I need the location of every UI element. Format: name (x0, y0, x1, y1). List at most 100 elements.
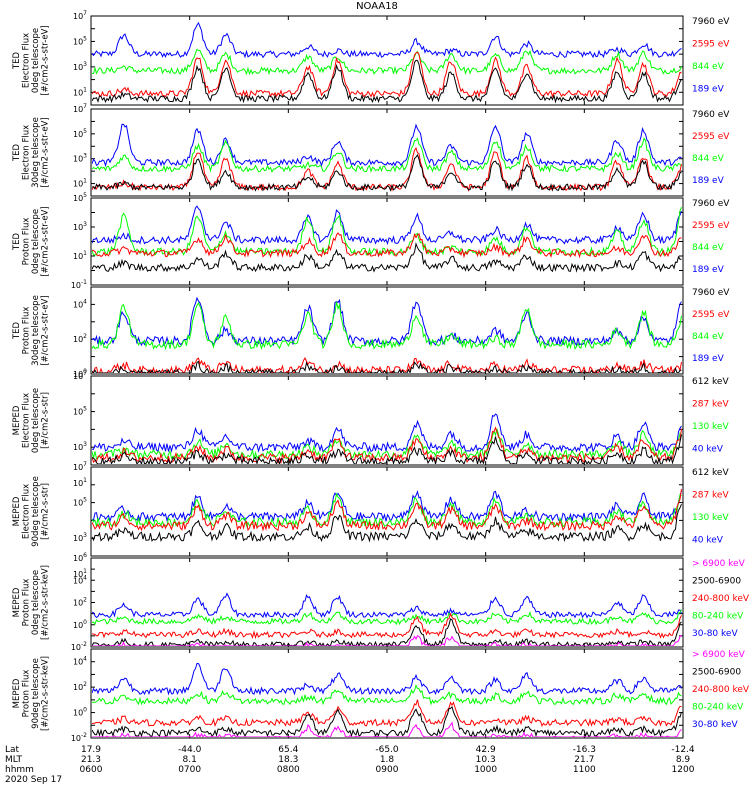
y-tick-label: 101 (73, 568, 87, 579)
series-traces (92, 662, 682, 737)
series-line (92, 609, 682, 626)
legend-entry: 189 eV (692, 354, 725, 364)
series-line (92, 241, 682, 273)
series-line (92, 360, 682, 373)
y-axis-label-line: 0deg telescope (31, 28, 41, 93)
y-axis-label-line: Proton Flux (21, 307, 31, 355)
series-line (92, 504, 682, 543)
y-tick-label: 100 (73, 707, 87, 718)
y-axis-label-line: Proton Flux (21, 218, 31, 266)
series-line (92, 634, 682, 646)
series-line (92, 592, 682, 619)
legend-entry: 612 keV (692, 377, 729, 387)
footer-tick-hhmm: 0900 (376, 765, 399, 775)
legend-entry: 130 keV (692, 513, 729, 523)
y-tick-label: 102 (73, 597, 87, 608)
legend-entry: 40 keV (692, 536, 724, 546)
footer-tick-hhmm: 1200 (672, 765, 695, 775)
y-tick-label: 105 (73, 497, 87, 508)
y-tick-label: 103 (73, 153, 87, 164)
y-axis-label-line: MEPED (12, 405, 22, 435)
footer-label-hhmm: hhmm (5, 765, 34, 775)
footer-tick-mlt: 1.8 (380, 755, 395, 765)
panel-frame (90, 108, 684, 197)
legend-entry: 287 keV (692, 491, 729, 501)
y-axis-label: MEPED Electron Flux 90deg telescope [#/cm2-… (12, 476, 51, 547)
panel-frame (90, 286, 684, 375)
date-label: 2020 Sep 17 (5, 775, 62, 785)
panel-5: 101 103 105 107 MEPED Electron Flux 0deg teles… (12, 370, 730, 488)
footer-label-mlt: MLT (5, 755, 23, 765)
footer-tick-lat: -12.4 (671, 745, 695, 755)
footer-tick-mlt: 8.9 (676, 755, 691, 765)
series-line (92, 618, 682, 646)
series-line (92, 207, 682, 257)
y-tick-label: 103 (73, 61, 87, 72)
legend-entry: 844 eV (692, 154, 725, 164)
legend-entry: 80-240 keV (692, 703, 744, 713)
series-line (92, 123, 682, 168)
y-tick-label: 10-1 (71, 279, 87, 290)
footer-group: Lat MLT hhmm 2020 Sep 17 17.9 -44.0 65.4 -6… (5, 745, 695, 785)
y-axis-label-line: [#/cm2-s-str-eV] (40, 295, 50, 365)
y-axis-label-line: 0deg telescope (31, 388, 41, 453)
series-traces (92, 488, 682, 543)
y-axis-label-line: [#/cm2-s-str] (40, 483, 50, 540)
y-tick-label: 100 (73, 619, 87, 630)
series-line (92, 426, 682, 464)
series-traces (92, 592, 682, 646)
legend-entry: 844 eV (692, 332, 725, 342)
legend-entry: > 6900 keV (692, 559, 746, 569)
legend-entry: 80-240 keV (692, 612, 744, 622)
legend-entry: 287 keV (692, 400, 729, 410)
legend-entry: 189 eV (692, 176, 725, 186)
footer-tick-lat: 42.9 (476, 745, 496, 755)
legend-entry: 7960 eV (692, 110, 730, 120)
footer-tick-hhmm: 0600 (80, 765, 103, 775)
chart-title: NOAA18 (356, 1, 398, 12)
legend-entry: 189 eV (692, 265, 725, 275)
legend-entry: 30-80 keV (692, 720, 738, 730)
panel-2: 101 103 105 107 TED Electron Flux 30deg telesc… (12, 103, 730, 197)
y-tick-label: 105 (73, 406, 87, 417)
y-axis-label: TED Electron Flux 30deg telescope [#/cm2-s-… (12, 117, 51, 188)
y-axis-label-line: 90deg telescope (31, 658, 41, 729)
y-tick-label: 105 (73, 35, 87, 46)
footer-tick-hhmm: 1000 (474, 765, 497, 775)
legend-entry: 2595 eV (692, 310, 730, 320)
y-axis-label: MEPED Proton Flux 90deg telescope [#/cm2-s-… (12, 656, 51, 731)
series-traces (92, 205, 682, 273)
panel-7: 10-2 100 102 104 106 MEPED Proton Flux 0deg tel… (12, 552, 750, 652)
y-axis-label-line: Proton Flux (21, 670, 31, 718)
series-line (92, 721, 682, 737)
y-axis-label-line: 0deg telescope (31, 570, 41, 635)
legend-entry: 7960 eV (692, 199, 730, 209)
footer-tick-hhmm: 1100 (573, 765, 596, 775)
y-axis-label-line: Electron Flux (21, 125, 31, 180)
y-axis-label-line: Electron Flux (21, 393, 31, 448)
y-tick-label: 103 (73, 532, 87, 543)
footer-tick-lat: 65.4 (278, 745, 298, 755)
footer-tick-lat: -44.0 (178, 745, 202, 755)
y-tick-label: 103 (73, 441, 87, 452)
series-traces (92, 21, 682, 104)
y-axis-label: MEPED Proton Flux 0deg telescope [#/cm2-s-s… (12, 565, 51, 640)
series-line (92, 699, 682, 728)
panel-3: 10-1 101 103 105 TED Proton Flux 0deg telescop… (12, 192, 731, 290)
series-line (92, 59, 682, 104)
y-tick-label: 104 (73, 656, 87, 667)
legend-entry: 40 keV (692, 445, 724, 455)
y-axis-label-line: [#/cm2-s-str-keV] (40, 656, 50, 731)
series-line (92, 21, 682, 59)
series-line (92, 153, 682, 192)
legend-entry: 240-800 keV (692, 685, 750, 695)
y-axis-label-line: 30deg telescope (31, 117, 41, 188)
legend-entry: 2500-6900 (692, 577, 741, 587)
y-axis-label-line: Proton Flux (21, 579, 31, 627)
y-tick-label: 104 (73, 574, 87, 585)
panel-1: 101 103 105 107 TED Electron Flux 0deg telesco… (12, 10, 730, 106)
legend-entry: 2595 eV (692, 132, 730, 142)
y-axis-label: TED Proton Flux 0deg telescope [#/cm2-s-str… (12, 206, 51, 276)
